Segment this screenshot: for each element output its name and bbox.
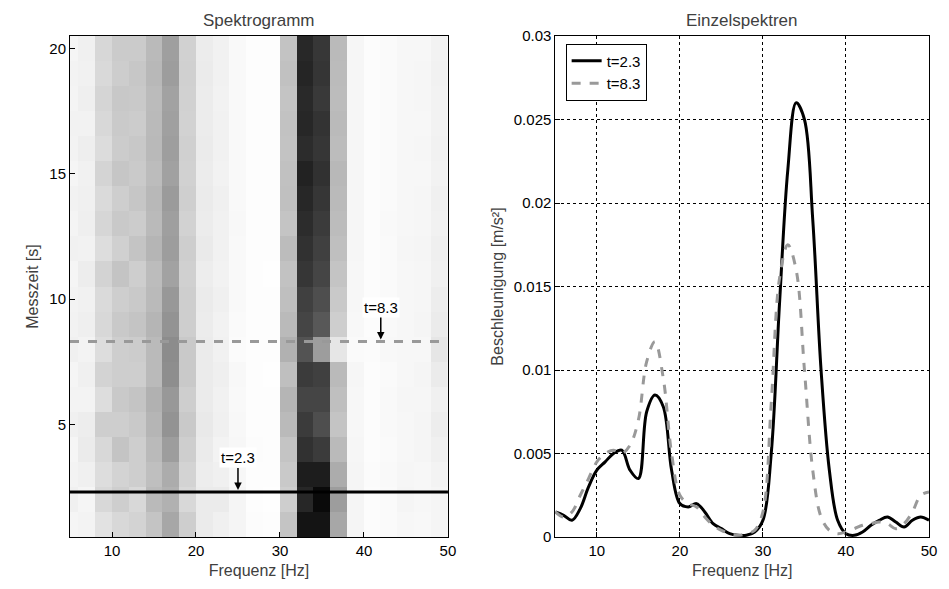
svg-text:40: 40	[838, 542, 855, 559]
svg-text:30: 30	[272, 542, 289, 559]
svg-text:15: 15	[49, 165, 66, 182]
svg-text:10: 10	[104, 542, 121, 559]
svg-text:Beschleunigung [m/s²]: Beschleunigung [m/s²]	[489, 207, 506, 365]
svg-text:0.03: 0.03	[522, 27, 551, 44]
svg-text:Frequenz [Hz]: Frequenz [Hz]	[692, 562, 792, 579]
svg-text:Spektrogramm: Spektrogramm	[203, 11, 314, 30]
svg-text:20: 20	[672, 542, 689, 559]
svg-text:Einzelspektren: Einzelspektren	[686, 11, 798, 30]
svg-text:t=2.3: t=2.3	[221, 449, 255, 466]
svg-text:20: 20	[188, 542, 205, 559]
svg-text:50: 50	[440, 542, 457, 559]
svg-text:0.01: 0.01	[522, 361, 551, 378]
svg-text:0.015: 0.015	[514, 278, 552, 295]
svg-text:10: 10	[49, 290, 66, 307]
svg-text:t=8.3: t=8.3	[364, 299, 398, 316]
svg-text:Frequenz [Hz]: Frequenz [Hz]	[209, 562, 309, 579]
svg-text:10: 10	[589, 542, 606, 559]
svg-text:5: 5	[58, 416, 66, 433]
svg-text:0.025: 0.025	[514, 111, 552, 128]
svg-text:t=2.3: t=2.3	[607, 53, 641, 70]
svg-text:Messzeit [s]: Messzeit [s]	[24, 244, 41, 328]
svg-text:0: 0	[543, 528, 551, 545]
svg-text:t=8.3: t=8.3	[607, 75, 641, 92]
svg-text:0.02: 0.02	[522, 194, 551, 211]
svg-text:30: 30	[755, 542, 772, 559]
svg-text:40: 40	[356, 542, 373, 559]
svg-text:50: 50	[921, 542, 938, 559]
svg-text:20: 20	[49, 40, 66, 57]
svg-text:0.005: 0.005	[514, 445, 552, 462]
